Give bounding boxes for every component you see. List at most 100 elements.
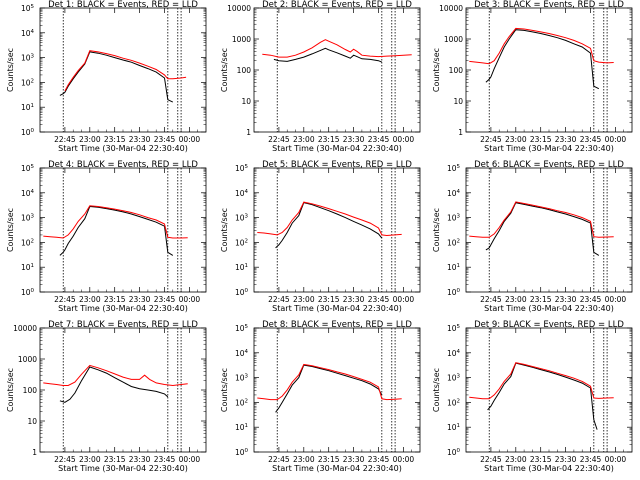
- x-tick-label: 23:45: [154, 295, 176, 304]
- chart-panel-6: 10010110210310410522:45 23:00 23:15 23:30 23…: [432, 160, 632, 313]
- x-tick-label: 23:15: [318, 455, 340, 464]
- x-tick-label: 23:45: [580, 295, 602, 304]
- x-tick-label: 00:00: [605, 295, 627, 304]
- x-tick-label: 23:15: [104, 295, 126, 304]
- y-tick-label: 102: [235, 398, 248, 407]
- chart-title: Det 5: BLACK = Events, RED = LLD: [262, 160, 412, 170]
- x-tick-label: 23:00: [505, 135, 527, 144]
- x-axis-label: Start Time (30-Mar-04 22:30:40): [272, 464, 402, 473]
- y-tick-label: 10000: [439, 4, 463, 13]
- y-axis-label: Counts/sec: [432, 208, 441, 252]
- y-tick-label: 1: [246, 128, 251, 137]
- y-tick-label: 105: [21, 4, 35, 13]
- y-tick-label: 1000: [232, 35, 251, 44]
- y-axis-label: Counts/sec: [220, 48, 229, 92]
- y-tick-label: 105: [21, 164, 35, 173]
- x-tick-label: 23:00: [293, 295, 315, 304]
- y-tick-label: 100: [23, 386, 38, 395]
- chart-title: Det 6: BLACK = Events, RED = LLD: [474, 160, 624, 170]
- x-tick-label: 23:30: [555, 295, 577, 304]
- x-tick-label: 23:45: [580, 135, 602, 144]
- x-tick-label: 23:00: [79, 455, 101, 464]
- x-tick-label: 23:30: [343, 455, 365, 464]
- x-axis-label: Start Time (30-Mar-04 22:30:40): [58, 144, 188, 153]
- x-tick-label: 23:30: [343, 295, 365, 304]
- chart-title: Det 3: BLACK = Events, RED = LLD: [474, 0, 624, 10]
- y-tick-label: 104: [235, 349, 249, 358]
- y-tick-label: 102: [447, 238, 460, 247]
- x-tick-label: 23:15: [318, 295, 340, 304]
- y-tick-label: 104: [21, 189, 35, 198]
- y-tick-label: 10: [27, 417, 37, 426]
- x-tick-label: 23:30: [129, 295, 151, 304]
- y-tick-label: 104: [447, 349, 461, 358]
- y-tick-label: 101: [447, 423, 460, 432]
- y-tick-label: 100: [447, 288, 461, 297]
- x-axis-label: Start Time (30-Mar-04 22:30:40): [484, 304, 614, 313]
- x-tick-label: 23:45: [368, 295, 390, 304]
- chart-title: Det 2: BLACK = Events, RED = LLD: [262, 0, 412, 10]
- x-tick-label: 23:45: [368, 455, 390, 464]
- series-line-lld: [469, 363, 613, 399]
- x-tick-label: 23:00: [79, 295, 101, 304]
- y-tick-label: 102: [235, 238, 248, 247]
- y-tick-label: 103: [235, 374, 249, 383]
- x-tick-label: 23:15: [530, 295, 552, 304]
- x-tick-label: 23:00: [505, 295, 527, 304]
- x-axis-label: Start Time (30-Mar-04 22:30:40): [272, 144, 402, 153]
- x-tick-label: 00:00: [605, 135, 627, 144]
- y-tick-label: 1: [32, 448, 37, 457]
- y-axis-label: Counts/sec: [220, 368, 229, 412]
- y-tick-label: 100: [449, 66, 464, 75]
- series-line-lld: [43, 365, 187, 385]
- y-tick-label: 101: [21, 103, 34, 112]
- x-axis-label: Start Time (30-Mar-04 22:30:40): [484, 144, 614, 153]
- chart-title: Det 4: BLACK = Events, RED = LLD: [48, 160, 198, 170]
- y-tick-label: 103: [21, 214, 35, 223]
- y-tick-label: 100: [235, 448, 249, 457]
- y-tick-label: 10: [453, 97, 463, 106]
- y-tick-label: 104: [447, 189, 461, 198]
- x-tick-label: 23:00: [293, 135, 315, 144]
- x-tick-label: 00:00: [393, 455, 415, 464]
- x-tick-label: 00:00: [179, 455, 201, 464]
- y-tick-label: 101: [235, 423, 248, 432]
- y-tick-label: 101: [447, 263, 460, 272]
- y-tick-label: 100: [235, 288, 249, 297]
- x-axis-label: Start Time (30-Mar-04 22:30:40): [58, 464, 188, 473]
- x-tick-label: 23:30: [129, 135, 151, 144]
- y-tick-label: 10000: [13, 324, 37, 333]
- x-tick-label: 22:45: [268, 135, 290, 144]
- chart-panel-1: 100 101 102 103 104 105 22:45 23:00 23:15 23:30 23…: [6, 0, 206, 153]
- x-tick-label: 23:30: [129, 455, 151, 464]
- series-line-lld: [469, 202, 613, 237]
- y-tick-label: 1000: [18, 355, 37, 364]
- y-tick-label: 105: [447, 324, 461, 333]
- y-axis-label: Counts/sec: [220, 208, 229, 252]
- chart-panel-8: 100 101 102 103 104 105 22:45 23:00 23:15 23:30 23…: [220, 320, 420, 473]
- y-tick-label: 103: [21, 54, 35, 63]
- y-tick-label: 101: [235, 263, 248, 272]
- y-tick-label: 104: [21, 29, 35, 38]
- x-tick-label: 23:45: [154, 135, 176, 144]
- y-axis-label: Counts/sec: [432, 368, 441, 412]
- x-tick-label: 00:00: [179, 135, 201, 144]
- x-tick-label: 23:30: [555, 455, 577, 464]
- x-tick-label: 23:45: [368, 135, 390, 144]
- x-tick-label: 23:30: [343, 135, 365, 144]
- chart-panel-5: 10010110210310410522:45 23:00 23:15 23:30 23…: [220, 160, 420, 313]
- x-tick-label: 23:15: [318, 135, 340, 144]
- x-tick-label: 23:15: [530, 455, 552, 464]
- y-tick-label: 102: [447, 398, 460, 407]
- x-tick-label: 22:45: [268, 455, 290, 464]
- series-line-events: [488, 363, 597, 429]
- series-line-lld: [257, 202, 401, 235]
- chart-title: Det 1: BLACK = Events, RED = LLD: [48, 0, 198, 10]
- chart-title: Det 8: BLACK = Events, RED = LLD: [262, 320, 412, 330]
- chart-title: Det 7: BLACK = Events, RED = LLD: [48, 320, 198, 330]
- x-tick-label: 00:00: [393, 295, 415, 304]
- series-line-events: [60, 207, 173, 256]
- x-tick-label: 22:45: [268, 295, 290, 304]
- y-tick-label: 1000: [444, 35, 463, 44]
- y-tick-label: 103: [447, 374, 461, 383]
